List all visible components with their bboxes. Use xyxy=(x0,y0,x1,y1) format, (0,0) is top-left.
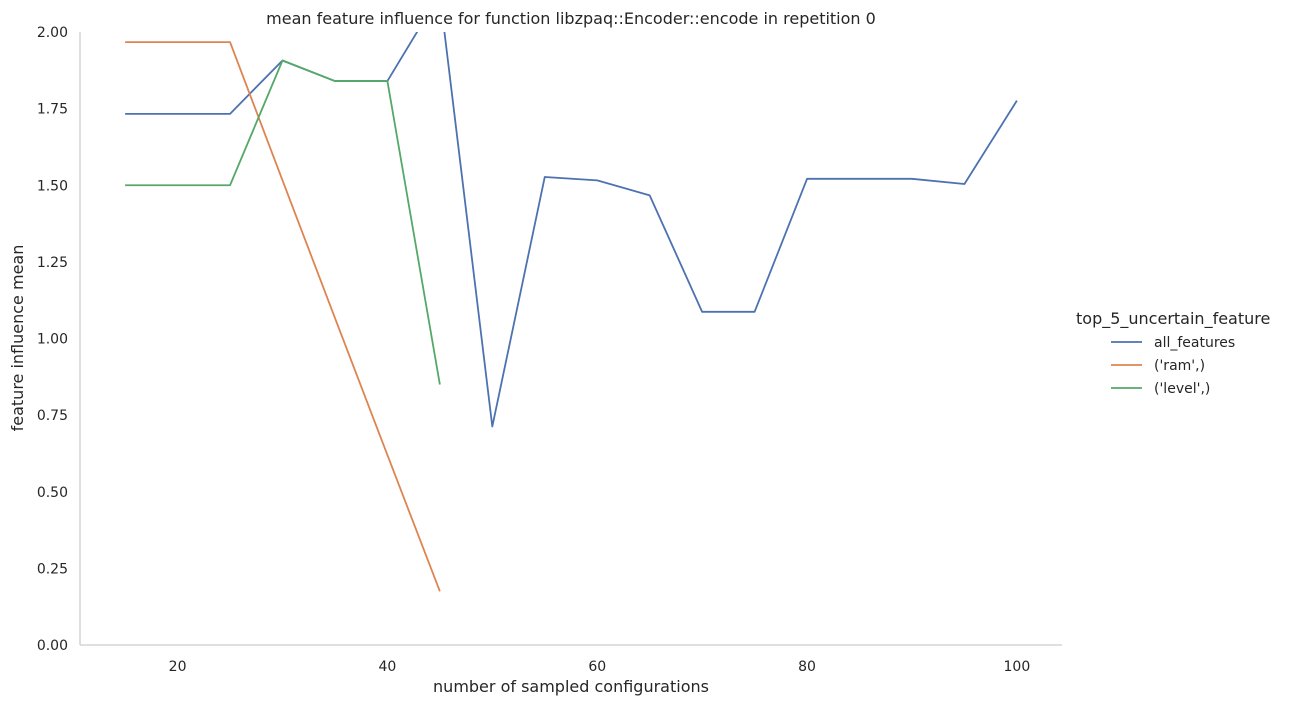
legend-label: ('ram',) xyxy=(1154,358,1205,374)
x-tick-label: 40 xyxy=(378,659,396,675)
x-tick-label: 80 xyxy=(798,659,816,675)
y-axis-label: feature influence mean xyxy=(8,245,27,432)
y-tick-label: 0.50 xyxy=(37,485,68,501)
y-tick-label: 0.75 xyxy=(37,408,68,424)
x-tick-labels: 20 40 60 80 100 xyxy=(169,659,1031,675)
legend-label: all_features xyxy=(1154,335,1235,351)
y-tick-label: 0.00 xyxy=(37,638,68,654)
x-axis-label: number of sampled configurations xyxy=(433,677,709,696)
x-tick-label: 100 xyxy=(1004,659,1031,675)
y-tick-labels: 0.00 0.25 0.50 0.75 1.00 1.25 1.50 1.75 2.00 xyxy=(37,25,68,654)
legend-items: all_features ('ram',) ('level',) xyxy=(1111,335,1235,397)
series-line-1 xyxy=(125,41,441,592)
x-tick-label: 20 xyxy=(169,659,187,675)
legend: top_5_uncertain_feature all_features ('ra… xyxy=(1076,309,1270,397)
series-line-0 xyxy=(125,32,1018,428)
y-tick-label: 1.00 xyxy=(37,332,68,348)
y-tick-label: 1.50 xyxy=(37,178,68,194)
y-tick-label: 2.00 xyxy=(37,25,68,41)
y-tick-label: 1.75 xyxy=(37,102,68,118)
series-layer xyxy=(125,32,1018,592)
y-tick-label: 1.25 xyxy=(37,255,68,271)
legend-label: ('level',) xyxy=(1154,381,1210,397)
chart-title: mean feature influence for function libz… xyxy=(266,9,876,28)
x-tick-label: 60 xyxy=(588,659,606,675)
y-tick-label: 0.25 xyxy=(37,561,68,577)
legend-title: top_5_uncertain_feature xyxy=(1076,309,1270,329)
series-line-2 xyxy=(125,59,441,385)
